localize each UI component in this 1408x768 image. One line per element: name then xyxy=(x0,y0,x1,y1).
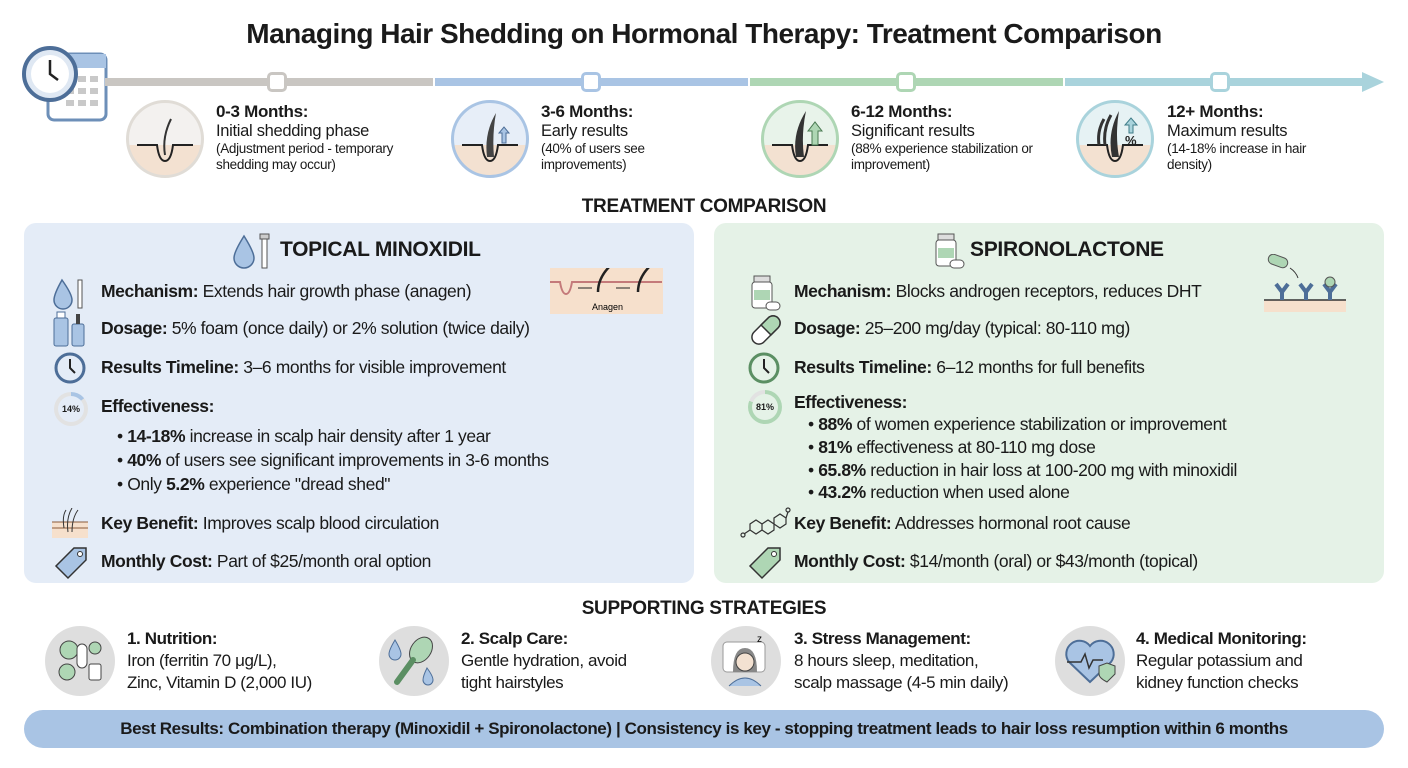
minoxidil-mechanism: Mechanism: Extends hair growth phase (an… xyxy=(101,281,472,301)
spironolactone-dosage: Dosage: 25–200 mg/day (typical: 80-110 m… xyxy=(794,318,1130,338)
spironolactone-effectiveness-label: Effectiveness: xyxy=(794,392,908,412)
hair-follicle-icon xyxy=(126,100,204,178)
page-title: Managing Hair Shedding on Hormonal Thera… xyxy=(246,18,1162,49)
timeline-node xyxy=(1210,72,1230,92)
spironolactone-cost: Monthly Cost: $14/month (oral) or $43/mo… xyxy=(794,551,1198,571)
price-tag-icon xyxy=(54,546,88,585)
nutrition-icon xyxy=(45,626,115,696)
timeline-stage: 6-12 Months: Significant results (88% expe… xyxy=(851,102,1033,172)
price-tag-icon xyxy=(748,546,782,585)
treatment-comparison-heading: TREATMENT COMPARISON xyxy=(581,196,827,217)
bullet-item: 65.8% reduction in hair loss at 100-200 … xyxy=(808,460,1237,481)
timeline-stage: 0-3 Months: Initial shedding phase (Adjust… xyxy=(216,102,394,172)
minoxidil-cost: Monthly Cost: Part of $25/month oral opt… xyxy=(101,551,432,571)
svg-text:%: % xyxy=(1125,133,1137,148)
spironolactone-heading: SPIRONOLACTONE xyxy=(970,238,1164,261)
timeline-node xyxy=(581,72,601,92)
bullet-item: 14-18% increase in scalp hair density af… xyxy=(117,426,491,447)
strategy-scalp-care: 2. Scalp Care: Gentle hydration, avoid tig… xyxy=(461,629,627,692)
minoxidil-timeline: Results Timeline: 3–6 months for visible… xyxy=(101,357,506,377)
bullet-item: 40% of users see significant improvement… xyxy=(117,450,549,471)
strategy-nutrition: 1. Nutrition: Iron (ferritin 70 μg/L), Zin… xyxy=(127,629,312,692)
timeline-stage: 12+ Months: Maximum results (14-18% increa… xyxy=(1167,102,1307,172)
hair-density-icon: % xyxy=(1076,100,1154,178)
minoxidil-effectiveness-label: Effectiveness: xyxy=(101,396,215,416)
anagen-label: Anagen xyxy=(592,302,623,312)
anagen-diagram: Anagen xyxy=(550,265,663,314)
effectiveness-gauge: 14% xyxy=(54,392,88,426)
hair-growth-icon xyxy=(451,100,529,178)
timeline-arrowhead xyxy=(1362,72,1384,92)
bullet-item: Only 5.2% experience "dread shed" xyxy=(117,474,390,495)
pill-bottle-icon xyxy=(932,232,966,275)
minoxidil-heading: TOPICAL MINOXIDIL xyxy=(280,238,481,261)
best-results-banner: Best Results: Combination therapy (Minox… xyxy=(24,710,1384,748)
capsule-icon xyxy=(748,312,784,353)
sleep-icon: z xyxy=(711,626,781,696)
minoxidil-dosage: Dosage: 5% foam (once daily) or 2% solut… xyxy=(101,318,530,338)
minoxidil-benefit: Key Benefit: Improves scalp blood circul… xyxy=(101,513,439,533)
timeline-node xyxy=(896,72,916,92)
steroid-molecule-icon xyxy=(740,504,792,545)
bullet-item: 81% effectiveness at 80-110 mg dose xyxy=(808,437,1096,458)
foam-bottle-icon xyxy=(52,310,88,353)
timeline-stage: 3-6 Months: Early results (40% of users se… xyxy=(541,102,645,172)
clock-icon xyxy=(748,352,780,389)
timeline-node xyxy=(267,72,287,92)
svg-text:z: z xyxy=(757,634,762,645)
brush-icon xyxy=(379,626,449,696)
scalp-circulation-icon xyxy=(50,507,90,545)
supporting-strategies-heading: SUPPORTING STRATEGIES xyxy=(581,598,827,619)
dropper-icon xyxy=(52,276,88,315)
spironolactone-panel xyxy=(714,223,1384,583)
strategy-stress-management: 3. Stress Management: 8 hours sleep, medi… xyxy=(794,629,1009,692)
hair-growth-icon xyxy=(761,100,839,178)
spironolactone-timeline: Results Timeline: 6–12 months for full b… xyxy=(794,357,1145,377)
heart-monitor-icon xyxy=(1055,626,1125,696)
strategy-medical-monitoring: 4. Medical Monitoring: Regular potassium … xyxy=(1136,629,1307,692)
effectiveness-gauge: 81% xyxy=(748,390,782,424)
bullet-item: 43.2% reduction when used alone xyxy=(808,482,1070,503)
calendar-clock-icon xyxy=(20,44,110,129)
spironolactone-mechanism: Mechanism: Blocks androgen receptors, re… xyxy=(794,281,1202,301)
bullet-item: 88% of women experience stabilization or… xyxy=(808,414,1227,435)
spironolactone-benefit: Key Benefit: Addresses hormonal root cau… xyxy=(794,513,1131,533)
dropper-icon xyxy=(232,232,274,275)
pill-bottle-icon xyxy=(748,274,782,317)
clock-icon xyxy=(54,352,86,389)
receptor-diagram xyxy=(1262,253,1348,319)
